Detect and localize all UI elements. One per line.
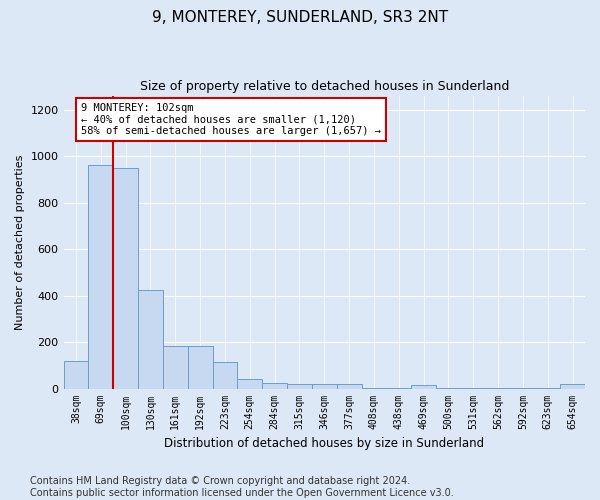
Bar [337,384,362,388]
Text: 9, MONTEREY, SUNDERLAND, SR3 2NT: 9, MONTEREY, SUNDERLAND, SR3 2NT [152,10,448,25]
Bar [262,384,287,388]
Bar [560,384,585,388]
Bar [312,384,337,388]
Bar [238,380,262,388]
Bar [163,346,188,389]
Text: Contains HM Land Registry data © Crown copyright and database right 2024.
Contai: Contains HM Land Registry data © Crown c… [30,476,454,498]
Bar [113,168,138,388]
Bar [411,385,436,388]
Bar [212,362,238,388]
Bar [188,346,212,389]
Bar [138,290,163,388]
Bar [64,360,88,388]
Y-axis label: Number of detached properties: Number of detached properties [15,154,25,330]
Bar [88,166,113,388]
Title: Size of property relative to detached houses in Sunderland: Size of property relative to detached ho… [140,80,509,93]
X-axis label: Distribution of detached houses by size in Sunderland: Distribution of detached houses by size … [164,437,484,450]
Text: 9 MONTEREY: 102sqm
← 40% of detached houses are smaller (1,120)
58% of semi-deta: 9 MONTEREY: 102sqm ← 40% of detached hou… [81,103,381,136]
Bar [287,384,312,388]
